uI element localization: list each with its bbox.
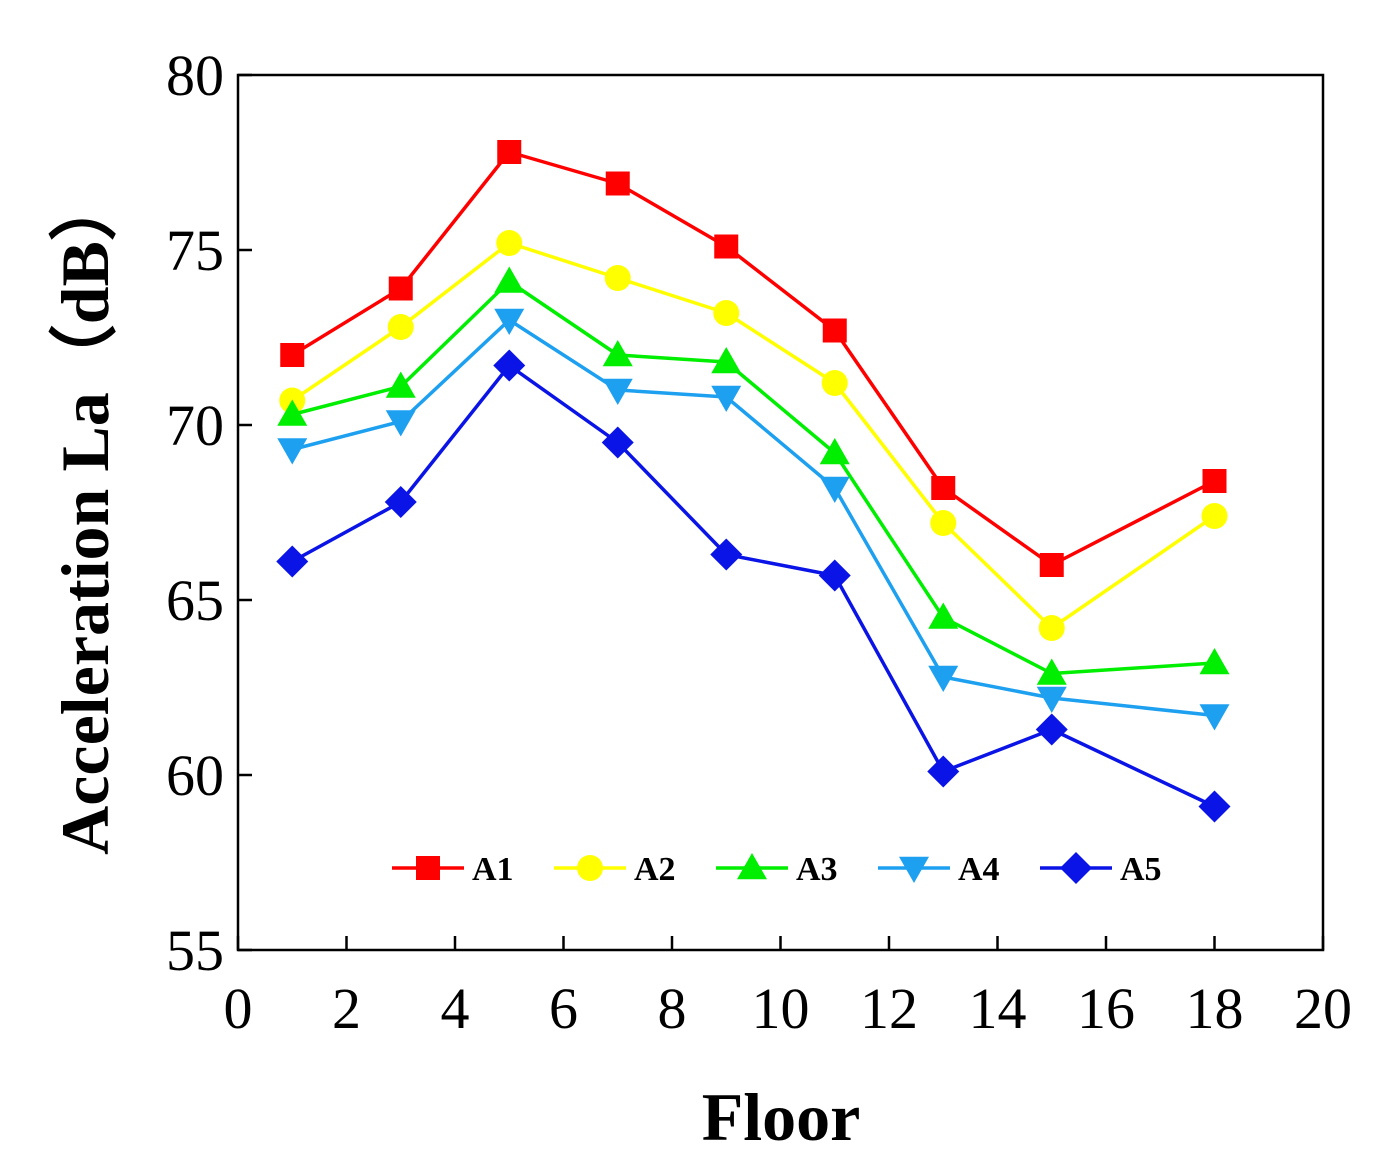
data-point-A5	[818, 559, 851, 592]
data-point-A3	[819, 438, 850, 465]
x-tick-label: 0	[224, 976, 253, 1041]
series-line-A5	[291, 363, 1216, 809]
legend-marker	[899, 856, 929, 883]
legend-item-A3: A3	[716, 851, 838, 888]
data-point-A1	[822, 318, 847, 343]
y-tick-label: 55	[166, 918, 224, 983]
data-point-A4	[1036, 686, 1067, 713]
x-tick-label: 18	[1186, 976, 1244, 1041]
data-point-A3	[277, 399, 308, 426]
data-point-A2	[930, 510, 957, 536]
legend-marker	[416, 856, 440, 880]
legend-label: A3	[796, 851, 838, 888]
y-tick-label: 70	[166, 393, 224, 458]
y-tick-label: 65	[166, 568, 224, 633]
legend-marker	[737, 853, 767, 880]
legend-label: A1	[472, 851, 514, 888]
data-point-A5	[276, 545, 309, 578]
data-point-A1	[497, 140, 522, 164]
data-point-A2	[1201, 503, 1228, 529]
data-point-A4	[1199, 704, 1230, 731]
y-tick-label: 60	[166, 743, 224, 808]
x-tick-label: 20	[1294, 976, 1352, 1041]
series-line-A3	[291, 279, 1215, 676]
data-point-A1	[280, 343, 305, 367]
legend-item-A4: A4	[878, 851, 1000, 888]
data-point-A2	[821, 370, 848, 396]
data-point-A4	[928, 665, 959, 692]
data-point-A2	[604, 265, 631, 291]
data-point-A5	[710, 538, 743, 571]
x-tick-label: 2	[332, 976, 361, 1041]
series-line-A2	[291, 241, 1216, 630]
data-point-A2	[496, 230, 523, 256]
legend-item-A2: A2	[554, 851, 676, 888]
y-axis-title: Acceleration La（dB）	[47, 173, 123, 855]
data-point-A3	[1036, 658, 1067, 685]
y-tick-label: 75	[166, 218, 224, 283]
data-point-A4	[602, 378, 633, 405]
data-point-A1	[1039, 553, 1064, 577]
x-tick-label: 14	[969, 976, 1027, 1041]
data-point-A2	[1038, 615, 1065, 641]
data-point-A5	[384, 486, 417, 518]
y-tick-label: 80	[166, 43, 224, 108]
data-point-A5	[493, 349, 526, 382]
data-point-A4	[277, 438, 308, 465]
data-point-A1	[605, 171, 630, 196]
data-point-A5	[1035, 713, 1068, 746]
x-tick-label: 16	[1077, 976, 1135, 1041]
data-point-A5	[927, 755, 960, 788]
axes-group: 0 2 4 6 8 10 12 14 16 18 20 55 60 65 70 75 80	[166, 43, 1352, 1041]
series-A2	[279, 230, 1228, 641]
x-tick-label: 6	[549, 976, 578, 1041]
data-point-A5	[601, 426, 634, 459]
data-point-A4	[711, 385, 742, 412]
legend-item-A1: A1	[392, 851, 514, 888]
series-A5	[276, 349, 1231, 823]
legend-marker	[577, 855, 603, 881]
series-A4	[277, 308, 1230, 731]
legend-label: A4	[958, 851, 1000, 888]
x-tick-label: 4	[441, 976, 470, 1041]
data-point-A3	[711, 347, 742, 374]
x-axis-title: Floor	[702, 1079, 861, 1155]
data-point-A4	[819, 476, 850, 503]
x-tick-label: 8	[658, 976, 687, 1041]
legend-item-A5: A5	[1040, 851, 1162, 888]
data-point-A1	[714, 234, 739, 259]
legend: A1 A2 A3 A4 A5	[392, 851, 1162, 888]
data-point-A5	[1198, 790, 1231, 823]
data-point-A3	[494, 266, 525, 293]
legend-label: A5	[1120, 851, 1162, 888]
data-point-A4	[494, 308, 525, 335]
legend-label: A2	[634, 851, 676, 888]
series-group	[276, 140, 1231, 823]
legend-marker	[1060, 852, 1092, 884]
data-point-A3	[928, 602, 959, 629]
data-point-A4	[385, 410, 416, 437]
data-point-A2	[713, 300, 740, 326]
data-point-A1	[931, 476, 956, 500]
x-tick-label: 10	[752, 976, 810, 1041]
series-A1	[280, 140, 1227, 577]
data-point-A2	[387, 314, 414, 340]
series-line-A4	[291, 318, 1215, 718]
data-point-A1	[388, 276, 413, 301]
data-point-A3	[602, 340, 633, 367]
data-point-A1	[1202, 469, 1227, 493]
data-point-A3	[385, 371, 416, 398]
series-A3	[277, 266, 1230, 685]
data-point-A3	[1199, 648, 1230, 675]
x-tick-label: 12	[860, 976, 918, 1041]
